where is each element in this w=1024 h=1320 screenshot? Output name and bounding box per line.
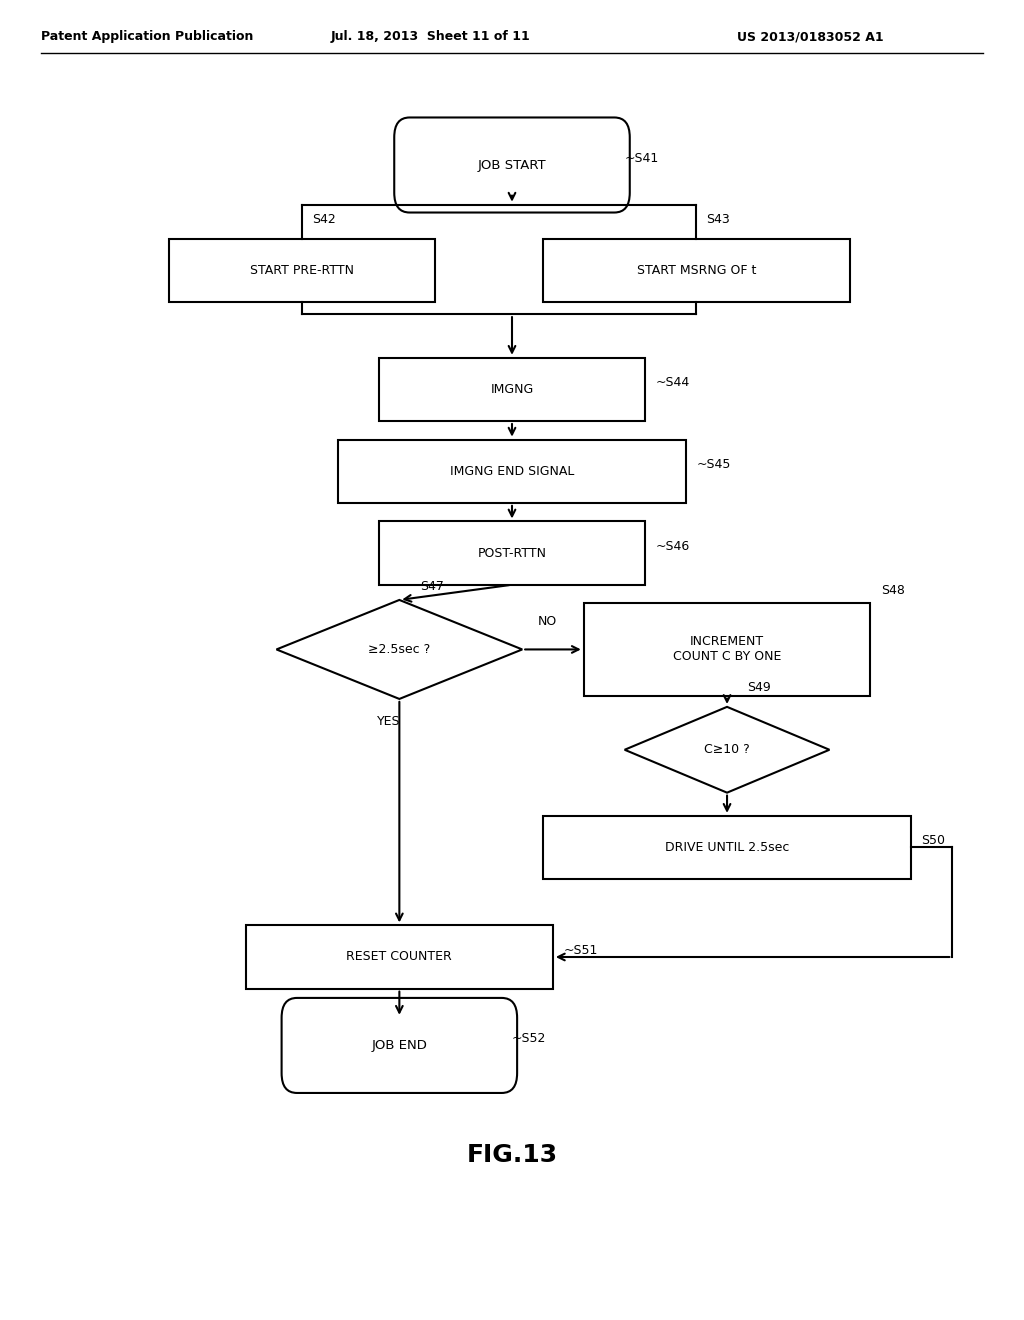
Text: S49: S49	[748, 681, 771, 693]
Text: ~S46: ~S46	[655, 540, 689, 553]
Text: ≥2.5sec ?: ≥2.5sec ?	[369, 643, 430, 656]
Text: INCREMENT
COUNT C BY ONE: INCREMENT COUNT C BY ONE	[673, 635, 781, 664]
Text: S42: S42	[312, 213, 336, 226]
Text: S48: S48	[881, 583, 904, 597]
Bar	[246, 925, 553, 989]
Text: POST-RTTN: POST-RTTN	[477, 546, 547, 560]
Bar	[338, 440, 686, 503]
Text: Patent Application Publication: Patent Application Publication	[41, 30, 253, 44]
FancyBboxPatch shape	[394, 117, 630, 213]
Text: START MSRNG OF t: START MSRNG OF t	[637, 264, 756, 277]
Text: ~S44: ~S44	[655, 376, 689, 389]
Text: IMGNG END SIGNAL: IMGNG END SIGNAL	[450, 465, 574, 478]
Polygon shape	[276, 599, 522, 700]
Text: IMGNG: IMGNG	[490, 383, 534, 396]
Text: Jul. 18, 2013  Sheet 11 of 11: Jul. 18, 2013 Sheet 11 of 11	[330, 30, 530, 44]
Text: START PRE-RTTN: START PRE-RTTN	[250, 264, 354, 277]
Text: S43: S43	[707, 213, 730, 226]
Text: DRIVE UNTIL 2.5sec: DRIVE UNTIL 2.5sec	[665, 841, 790, 854]
Text: S47: S47	[420, 581, 443, 593]
Text: S50: S50	[922, 834, 945, 847]
Text: NO: NO	[538, 615, 557, 628]
Bar	[584, 603, 870, 696]
Polygon shape	[625, 708, 829, 792]
FancyBboxPatch shape	[282, 998, 517, 1093]
Bar	[169, 239, 435, 302]
Bar	[543, 239, 850, 302]
Text: RESET COUNTER: RESET COUNTER	[346, 950, 453, 964]
Text: ~S52: ~S52	[512, 1032, 547, 1045]
Text: JOB END: JOB END	[372, 1039, 427, 1052]
Bar	[379, 521, 645, 585]
Text: C≥10 ?: C≥10 ?	[705, 743, 750, 756]
Text: ~S41: ~S41	[625, 152, 658, 165]
Text: US 2013/0183052 A1: US 2013/0183052 A1	[737, 30, 884, 44]
Bar	[379, 358, 645, 421]
Text: ~S51: ~S51	[563, 944, 598, 957]
Text: YES: YES	[378, 715, 400, 727]
Text: FIG.13: FIG.13	[467, 1143, 557, 1167]
Bar	[543, 816, 911, 879]
Text: JOB START: JOB START	[477, 158, 547, 172]
Text: ~S45: ~S45	[696, 458, 731, 471]
